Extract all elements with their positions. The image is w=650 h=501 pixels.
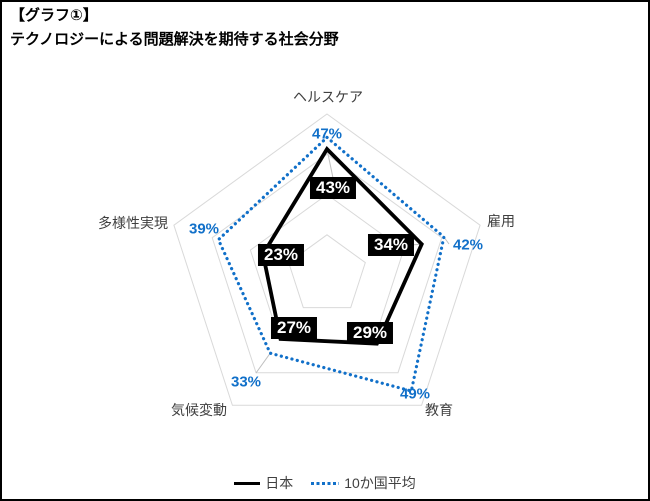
chart-title-line1: 【グラフ①】	[10, 7, 98, 24]
category-label-employment: 雇用	[487, 213, 515, 229]
average-data-label-education: 49%	[399, 385, 431, 403]
legend-item-japan: 日本	[234, 473, 293, 493]
average-data-label-healthcare: 47%	[311, 125, 343, 143]
legend: 日本 10か国平均	[2, 473, 648, 493]
japan-data-label-employment: 34%	[367, 234, 415, 256]
japan-data-label-education: 29%	[346, 322, 394, 344]
average-data-label-diversity: 39%	[188, 220, 220, 238]
category-label-education: 教育	[425, 402, 453, 418]
category-label-healthcare: ヘルスケア	[293, 89, 363, 105]
legend-swatch-average-dotted-line	[311, 481, 340, 485]
japan-data-label-healthcare: 43%	[309, 177, 357, 199]
average-data-label-climate: 33%	[230, 373, 262, 391]
japan-data-label-climate: 27%	[270, 317, 318, 339]
legend-label-japan: 日本	[265, 475, 294, 491]
category-label-climate: 気候変動	[171, 402, 227, 418]
chart-title-line2: テクノロジーによる問題解決を期待する社会分野	[10, 31, 339, 48]
leader-line	[326, 149, 334, 179]
japan-data-label-diversity: 23%	[257, 244, 305, 266]
japan-series-polygon	[260, 146, 424, 346]
legend-swatch-japan-solid-line	[234, 481, 261, 485]
legend-item-average: 10か国平均	[311, 473, 416, 493]
legend-label-average: 10か国平均	[344, 475, 416, 491]
leader-line	[255, 352, 271, 374]
category-label-diversity: 多様性実現	[98, 215, 168, 231]
grid-ring-3	[211, 153, 443, 374]
average-data-label-employment: 42%	[452, 236, 484, 254]
grid-ring-4	[173, 113, 481, 406]
average-series-polygon	[216, 135, 446, 393]
